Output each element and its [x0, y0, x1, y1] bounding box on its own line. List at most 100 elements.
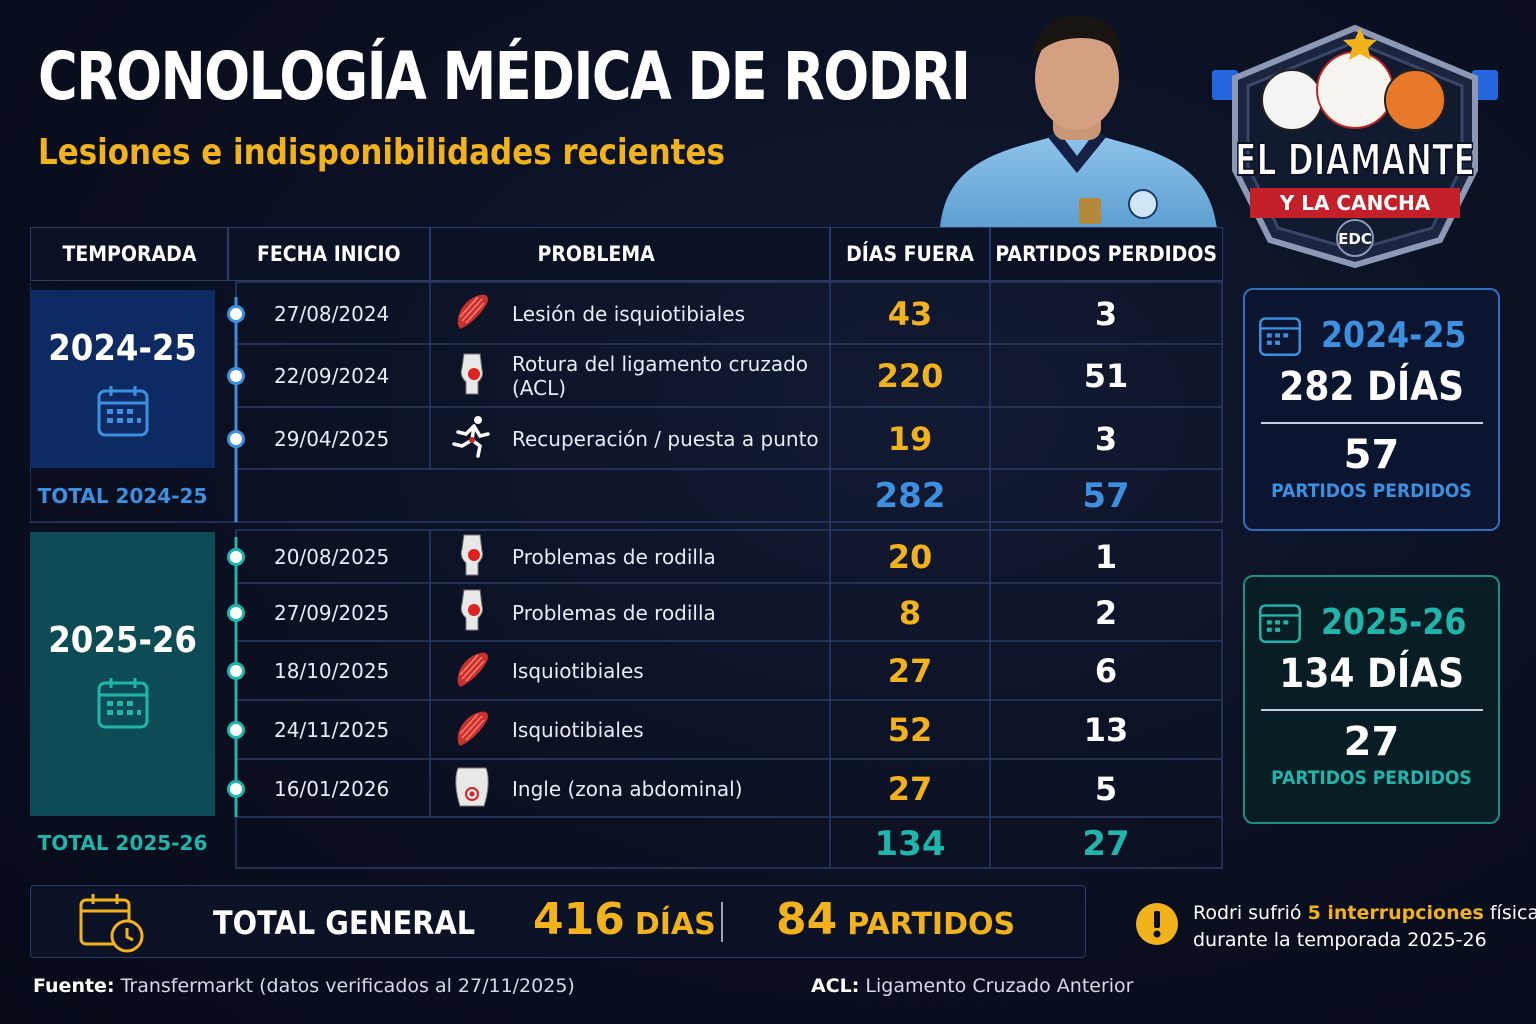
days-out-cell: 20 [887, 538, 933, 576]
page-title: CRONOLOGÍA MÉDICA DE RODRI [38, 38, 971, 115]
highlight-note: Rodri sufrió 5 interrupciones físicas du… [1135, 900, 1536, 954]
card-season: 2024-25 [1320, 314, 1467, 356]
start-date-cell: 20/08/2025 [274, 545, 390, 569]
days-out-cell: 8 [898, 593, 922, 632]
injury-table: TEMPORADA FECHA INICIO PROBLEMA DÍAS FUE… [30, 227, 1223, 869]
page-subtitle: Lesiones e indisponibilidades recientes [38, 132, 725, 173]
club-crest-icon [1128, 189, 1158, 219]
brand-logo: EL DIAMANTE Y LA CANCHA EDC [1212, 24, 1498, 269]
problem-cell: Recuperación / puesta a punto [430, 414, 830, 463]
acl-footnote: ACL: Ligamento Cruzado Anterior [811, 975, 1134, 997]
total-matches-value: 84 [776, 894, 838, 945]
start-date-cell: 16/01/2026 [274, 776, 390, 801]
matches-missed-cell: 6 [1094, 652, 1118, 690]
problem-cell: Rotura del ligamento cruzado (ACL) [430, 352, 830, 401]
problem-text: Problemas de rodilla [512, 545, 716, 569]
timeline-dot [227, 779, 245, 798]
timeline-dot [227, 548, 245, 566]
total-days-cell: 134 [874, 824, 946, 864]
star-icon [1343, 28, 1377, 60]
table-row: 29/04/2025 Recuperación / puesta a punto 1… [236, 408, 1223, 469]
days-out-cell: 52 [887, 711, 933, 749]
season-block-2024-25: 2024-25 [30, 290, 215, 468]
problem-text: Ingle (zona abdominal) [512, 776, 743, 801]
header-matches-missed: PARTIDOS PERDIDOS [990, 227, 1223, 281]
torso-icon [450, 764, 512, 813]
total-general-label: TOTAL GENERAL [213, 904, 476, 942]
season-block-2025-26: 2025-26 [30, 532, 215, 816]
logo-subtitle: Y LA CANCHA [1279, 191, 1431, 215]
card-matches: 27 [1343, 719, 1400, 765]
basketball-icon [1384, 69, 1446, 131]
total-matches-cell: 27 [1082, 824, 1130, 864]
season-total-label: TOTAL 2025-26 [37, 831, 208, 855]
total-days-value: 416 [533, 894, 625, 945]
problem-cell: Isquiotibiales [430, 706, 830, 755]
muscle-icon [450, 706, 512, 755]
muscle-icon [450, 647, 512, 696]
timeline-dot [227, 662, 245, 680]
matches-missed-cell: 2 [1094, 593, 1118, 632]
table-row: 16/01/2026 Ingle (zona abdominal) 27 5 [236, 760, 1223, 817]
badge-icon [1079, 198, 1101, 224]
start-date-cell: 27/08/2024 [274, 301, 390, 326]
warning-icon [1136, 903, 1178, 945]
start-date-cell: 18/10/2025 [274, 659, 390, 683]
days-out-cell: 27 [887, 769, 933, 808]
days-out-cell: 19 [887, 419, 933, 458]
calendar-icon [97, 678, 148, 729]
muscle-icon [450, 289, 512, 338]
days-out-cell: 27 [887, 652, 933, 690]
table-row: 18/10/2025 Isquiotibiales 27 6 [236, 642, 1223, 700]
calendar-clock-icon [79, 894, 144, 953]
season-total-row: 134 27 [236, 818, 1223, 870]
card-days: 134 DÍAS [1279, 651, 1464, 697]
source-footnote: Fuente: Transfermarkt (datos verificados… [33, 975, 575, 997]
timeline-dot [227, 367, 245, 385]
problem-cell: Problemas de rodilla [430, 588, 830, 637]
table-row: 27/09/2025 Problemas de rodilla 8 2 [236, 584, 1223, 641]
season-total-label: TOTAL 2024-25 [37, 484, 208, 508]
card-days: 282 DÍAS [1279, 364, 1464, 410]
start-date-cell: 24/11/2025 [274, 718, 390, 742]
logo-title: EL DIAMANTE [1235, 135, 1475, 186]
matches-missed-cell: 51 [1083, 357, 1129, 395]
total-days-cell: 282 [874, 476, 946, 516]
card-matches: 57 [1343, 432, 1400, 478]
problem-text: Problemas de rodilla [512, 600, 716, 625]
table-row: 24/11/2025 Isquiotibiales 52 13 [236, 701, 1223, 759]
timeline-dot [227, 304, 245, 323]
season-label: 2025-26 [48, 620, 197, 661]
problem-text: Isquiotibiales [512, 659, 644, 683]
problem-cell: Isquiotibiales [430, 647, 830, 696]
start-date-cell: 29/04/2025 [274, 426, 390, 451]
table-row: 20/08/2025 Problemas de rodilla 20 1 [236, 531, 1223, 583]
season-summary-card: 2025-26 134 DÍAS 27 PARTIDOS PERDIDOS [1243, 575, 1500, 824]
total-days-unit: DÍAS [634, 907, 716, 942]
problem-cell: Problemas de rodilla [430, 533, 830, 582]
matches-missed-cell: 1 [1094, 538, 1118, 576]
season-summary-card: 2024-25 282 DÍAS 57 PARTIDOS PERDIDOS [1243, 288, 1500, 531]
timeline-dot [227, 603, 245, 622]
timeline-dot [227, 721, 245, 739]
matches-missed-cell: 13 [1083, 711, 1129, 749]
runner-icon [450, 414, 512, 463]
matches-missed-cell: 3 [1094, 294, 1118, 333]
matches-missed-cell: 5 [1094, 769, 1118, 808]
season-label: 2024-25 [48, 328, 197, 369]
table-row: 27/08/2024 Lesión de isquiotibiales 43 3 [236, 283, 1223, 344]
header-season: TEMPORADA [30, 227, 228, 281]
header-problem: PROBLEMA [430, 227, 830, 281]
note-highlight: 5 interrupciones [1307, 902, 1484, 924]
total-matches-cell: 57 [1082, 476, 1130, 516]
baseball-icon [1316, 51, 1394, 129]
header-start-date: FECHA INICIO [228, 227, 430, 281]
calendar-icon [1258, 604, 1301, 643]
calendar-icon [97, 386, 148, 437]
card-season: 2025-26 [1320, 601, 1467, 643]
soccer-ball-icon [1261, 69, 1323, 131]
card-matches-label: PARTIDOS PERDIDOS [1271, 767, 1472, 789]
start-date-cell: 22/09/2024 [274, 364, 390, 388]
calendar-icon [1258, 317, 1301, 356]
matches-missed-cell: 3 [1094, 419, 1118, 458]
